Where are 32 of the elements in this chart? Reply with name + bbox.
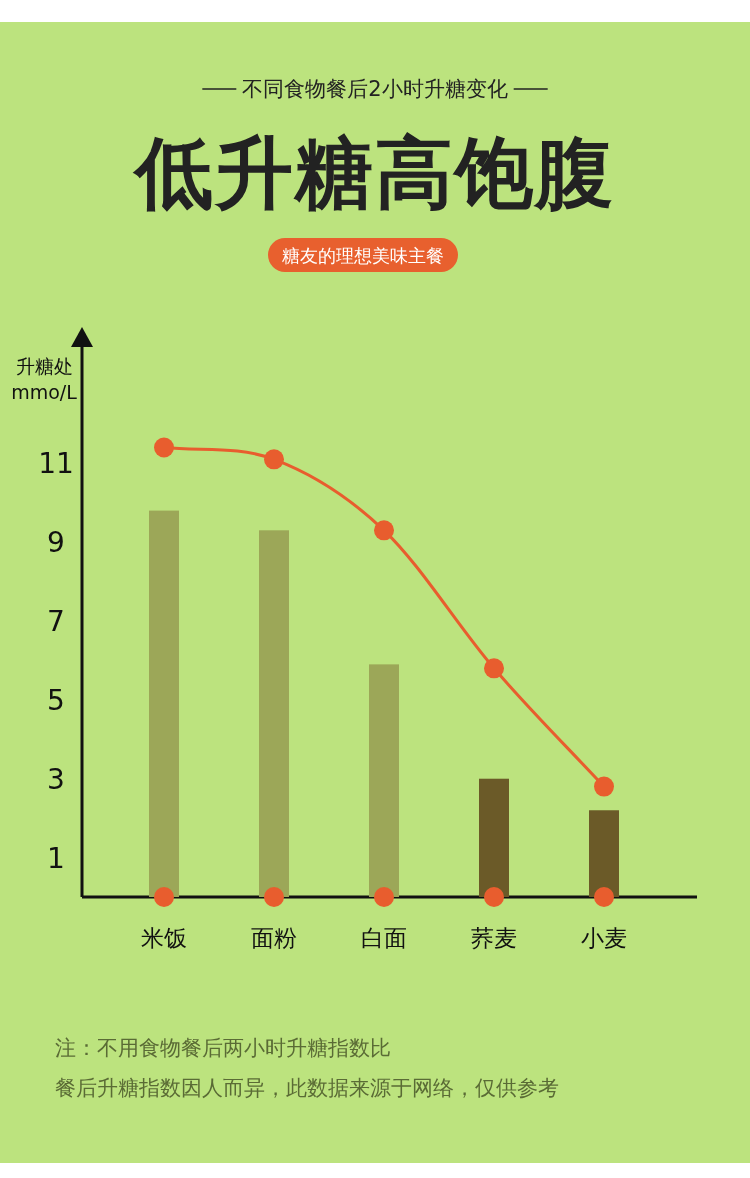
point <box>154 437 174 458</box>
chart-title: 低升糖高饱腹 <box>132 128 615 218</box>
y-tick-label: 7 <box>47 605 65 638</box>
x-tick-label: 荞麦 <box>471 925 517 951</box>
text: 餐后升糖指数因人而异，此数据来源于网络，仅供参考 <box>55 1076 559 1100</box>
x-tick-label: 米饭 <box>141 925 187 951</box>
point <box>374 520 394 541</box>
text: 注：不用食物餐后两小时升糖指数比 <box>55 1036 391 1060</box>
y-axis-title: 升糖处 mmo/L <box>11 355 78 403</box>
x-tick-label: 面粉 <box>251 925 297 951</box>
y-tick-label: 9 <box>47 526 65 560</box>
y-tick-label: 1 <box>47 841 65 875</box>
point <box>594 887 614 907</box>
text: 糖友的理想美味主餐 <box>282 245 444 266</box>
point <box>154 887 174 907</box>
x-tick-label: 白面 <box>361 925 407 951</box>
bar <box>479 778 509 897</box>
y-tick-label: 3 <box>47 762 65 796</box>
y-tick-label: 5 <box>47 683 65 717</box>
x-tick-label: 小麦 <box>581 925 627 951</box>
bar <box>589 810 619 897</box>
y-tick-label: 11 <box>38 447 74 481</box>
point <box>484 658 504 679</box>
point <box>594 776 614 797</box>
bar <box>369 664 399 897</box>
point <box>374 887 394 907</box>
point <box>264 449 284 470</box>
bar <box>149 510 179 897</box>
bar <box>259 530 289 897</box>
point <box>484 887 504 907</box>
point <box>264 887 284 907</box>
chart-subtitle: 不同食物餐后2小时升糖变化 <box>242 77 508 101</box>
